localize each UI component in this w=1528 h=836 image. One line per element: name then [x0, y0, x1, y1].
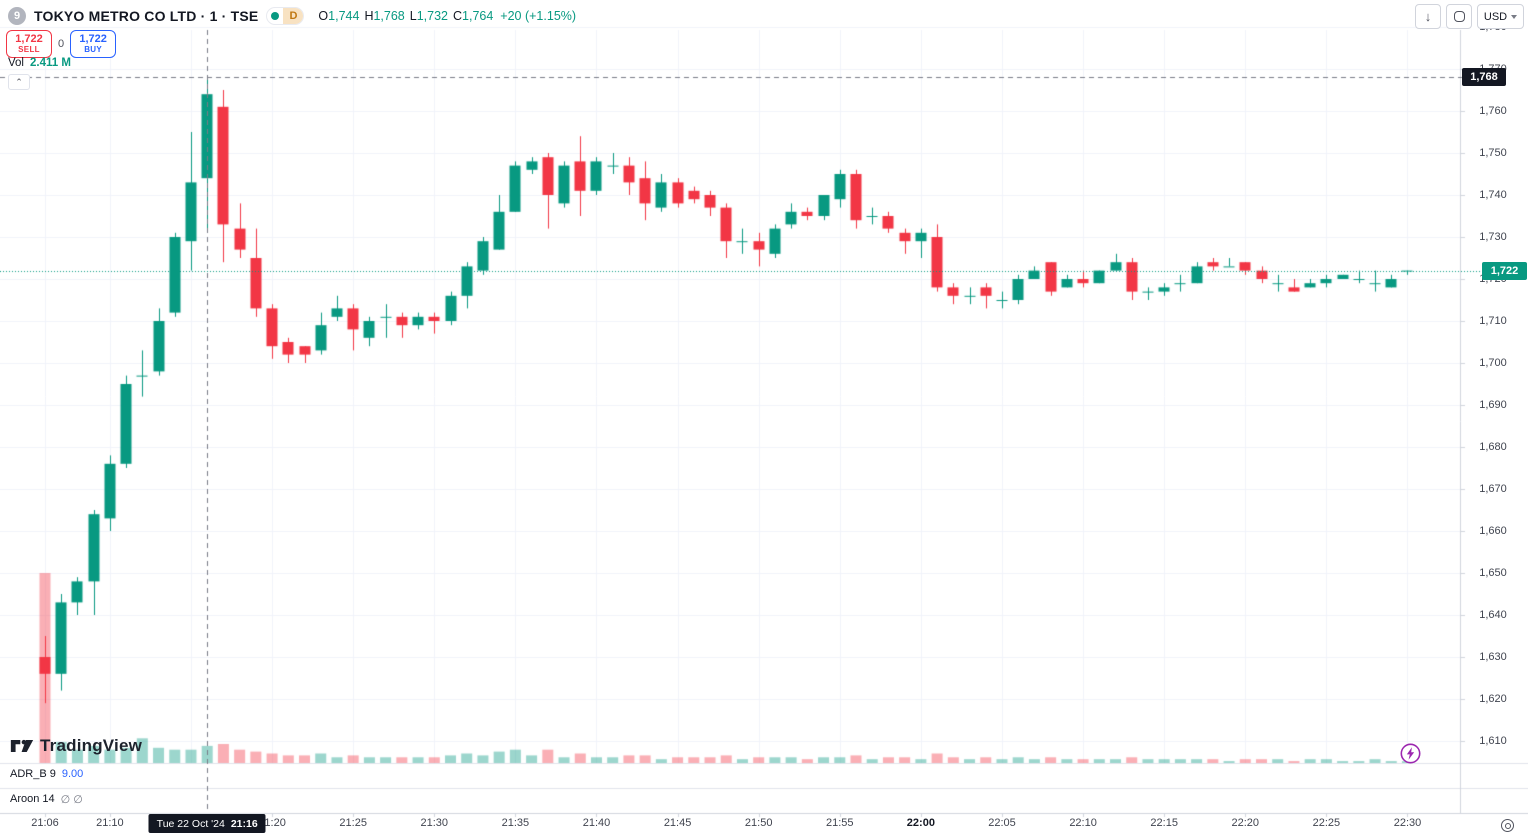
indicator-aroon-legend[interactable]: Aroon 14 ∅ ∅: [10, 793, 83, 806]
time-tick-label: 21:25: [339, 817, 367, 829]
delayed-data-badge: D: [283, 8, 304, 24]
price-tick-label: 1,710: [1479, 314, 1507, 327]
tradingview-logo[interactable]: TradingView: [10, 735, 142, 757]
symbol-legend: 9 TOKYO METRO CO LTD · 1 · TSE D O1,744 …: [8, 6, 576, 26]
crosshair-price-badge: 1,768: [1462, 68, 1506, 87]
time-tick-label: 21:06: [31, 817, 59, 829]
market-status-pill[interactable]: D: [266, 7, 305, 25]
price-tick-label: 1,650: [1479, 566, 1507, 579]
buy-price: 1,722: [79, 33, 107, 46]
top-right-toolbar: ↓ USD: [1415, 4, 1524, 29]
currency-value: USD: [1483, 10, 1508, 23]
open-value: 1,744: [328, 9, 360, 23]
price-tick-label: 1,740: [1479, 188, 1507, 201]
change-value: +20 (+1.15%): [500, 9, 577, 23]
currency-dropdown[interactable]: USD: [1477, 4, 1524, 29]
low-label: L: [409, 9, 417, 23]
indicator-aroon-name: Aroon 14: [10, 793, 55, 805]
spread-value: 0: [58, 38, 65, 50]
flash-replay-button[interactable]: [1400, 743, 1421, 764]
indicator-adrb-legend[interactable]: ADR_B 9 9.00: [10, 768, 83, 780]
time-tick-label: 22:05: [988, 817, 1016, 829]
price-tick-label: 1,670: [1479, 482, 1507, 495]
price-tick-label: 1,690: [1479, 398, 1507, 411]
volume-value: 2.411 M: [30, 57, 71, 69]
timezone-clock-icon[interactable]: [1501, 819, 1514, 832]
time-tick-label: 21:50: [744, 817, 773, 829]
indicator-adrb-name: ADR_B 9: [10, 768, 56, 780]
crosshair-price-badge-wrap: + 1,768: [1462, 68, 1506, 87]
last-price-badge: 1,722: [1482, 262, 1527, 281]
symbol-logo[interactable]: 9: [8, 7, 26, 25]
high-value: 1,768: [373, 9, 405, 23]
lightning-icon: [1400, 743, 1421, 764]
close-value: 1,764: [462, 9, 494, 23]
price-tick-label: 1,750: [1479, 146, 1507, 159]
buy-label: BUY: [84, 44, 103, 54]
download-icon: ↓: [1424, 9, 1432, 24]
market-open-dot-wrap: [267, 8, 283, 24]
crosshair-time-badge: Tue 22 Oct '24 21:16: [148, 814, 266, 833]
time-tick-label: 22:00: [906, 817, 935, 829]
crosshair-time: 21:16: [230, 817, 258, 830]
ohlc-readout: O1,744 H1,768 L1,732 C1,764 +20 (+1.15%): [318, 9, 576, 23]
buy-button[interactable]: 1,722 BUY: [70, 30, 117, 58]
time-tick-label: 21:30: [420, 817, 449, 829]
sell-label: SELL: [18, 44, 40, 54]
price-tick-label: 1,640: [1479, 608, 1507, 621]
symbol-title[interactable]: TOKYO METRO CO LTD · 1 · TSE: [34, 8, 259, 24]
price-tick-label: 1,730: [1479, 230, 1507, 243]
time-tick-label: 22:10: [1069, 817, 1097, 829]
time-tick-label: 21:45: [663, 817, 692, 829]
time-tick-label: 21:40: [582, 817, 611, 829]
chevron-down-icon: [1511, 14, 1518, 19]
high-label: H: [364, 9, 374, 23]
close-label: C: [452, 9, 463, 23]
tradingview-logo-icon: [10, 739, 34, 752]
price-tick-label: 1,620: [1479, 692, 1507, 705]
market-open-icon: [271, 12, 280, 20]
download-button[interactable]: ↓: [1415, 4, 1441, 29]
time-tick-label: 21:55: [826, 817, 854, 829]
volume-legend: Vol 2.411 M: [8, 57, 71, 69]
price-tick-label: 1,630: [1479, 650, 1507, 663]
indicator-aroon-value: ∅ ∅: [60, 794, 83, 806]
indicator-adrb-value: 9.00: [61, 768, 84, 780]
time-tick-label: 22:25: [1312, 817, 1341, 829]
time-tick-label: 21:10: [96, 817, 124, 829]
time-tick-label: 21:35: [501, 817, 530, 829]
crosshair-date: Tue 22 Oct '24: [156, 817, 225, 830]
volume-label: Vol: [8, 57, 24, 69]
sell-button[interactable]: 1,722 SELL: [6, 30, 52, 58]
price-tick-label: 1,610: [1479, 734, 1507, 747]
open-label: O: [318, 9, 329, 23]
low-value: 1,732: [416, 9, 448, 23]
time-tick-label: 22:30: [1393, 817, 1422, 829]
chevron-up-icon: ⌃: [15, 76, 23, 87]
pane-collapse-button[interactable]: ⌃: [8, 74, 30, 90]
sell-price: 1,722: [15, 33, 43, 46]
price-tick-label: 1,700: [1479, 356, 1507, 369]
time-tick-label: 22:15: [1150, 817, 1178, 829]
trade-panel: 1,722 SELL 0 1,722 BUY: [6, 30, 117, 58]
price-tick-label: 1,660: [1479, 524, 1507, 537]
fullscreen-button[interactable]: [1446, 4, 1472, 29]
fullscreen-icon: [1453, 11, 1465, 22]
time-tick-label: 22:20: [1231, 817, 1260, 829]
tradingview-logo-text: TradingView: [40, 736, 143, 755]
price-tick-label: 1,680: [1479, 440, 1507, 453]
price-tick-label: 1,760: [1479, 104, 1507, 117]
